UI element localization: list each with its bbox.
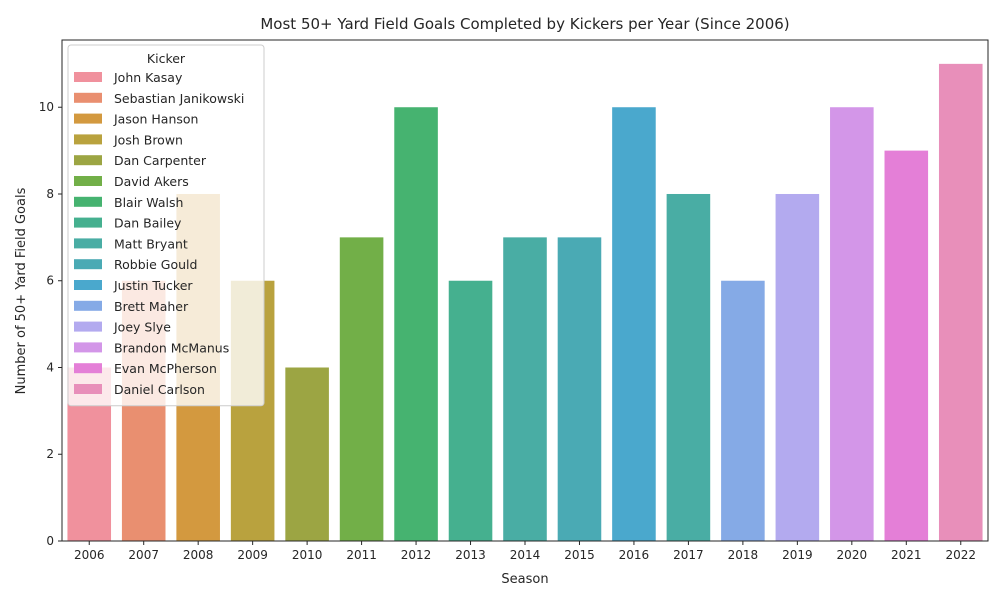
x-tick-label: 2017 [673, 548, 704, 562]
y-tick-label: 10 [39, 100, 54, 114]
x-tick-label: 2014 [510, 548, 541, 562]
legend-label: Evan McPherson [114, 361, 217, 376]
x-tick-label: 2012 [401, 548, 432, 562]
x-tick-label: 2008 [183, 548, 214, 562]
x-tick-label: 2016 [619, 548, 650, 562]
legend-swatch [74, 259, 102, 270]
axes-group: 2006 2007 2008 2009 2010 2011 2012 2013 2014 2015… [39, 39, 989, 562]
legend: Kicker John Kasay Sebastian Janikowski Jaso… [67, 44, 265, 407]
legend-label: Blair Walsh [114, 195, 183, 210]
y-tick-label: 6 [46, 274, 54, 288]
y-tick-label: 4 [46, 360, 54, 374]
legend-label: Dan Carpenter [114, 153, 207, 168]
legend-label: Brett Maher [114, 299, 189, 314]
bar-2013 [448, 280, 493, 541]
bar-2011 [339, 237, 384, 541]
legend-label: Robbie Gould [114, 257, 197, 272]
legend-swatch [74, 363, 102, 374]
y-tick-label: 8 [46, 187, 54, 201]
legend-swatch [74, 300, 102, 311]
x-tick-label: 2007 [128, 548, 159, 562]
bar-2019 [775, 193, 820, 542]
y-tick-label: 0 [46, 534, 54, 548]
bar-2014 [503, 237, 547, 541]
chart-title: Most 50+ Yard Field Goals Completed by K… [260, 15, 789, 33]
legend-swatch [74, 384, 102, 394]
x-tick-label: 2009 [237, 548, 268, 562]
legend-label: John Kasay [113, 70, 183, 85]
x-tick-label: 2019 [782, 548, 813, 562]
legend-swatch [74, 155, 102, 166]
legend-label: David Akers [114, 174, 189, 189]
x-axis-label: Season [501, 572, 548, 587]
legend-box [67, 44, 265, 407]
x-tick-label: 2006 [74, 548, 105, 562]
legend-label: Brandon McManus [114, 340, 229, 355]
bar-2022 [938, 63, 983, 541]
legend-swatch [74, 134, 102, 145]
bar-2021 [884, 150, 929, 541]
legend-swatch [74, 321, 102, 332]
legend-label: Daniel Carlson [114, 382, 205, 397]
y-tick-label: 2 [46, 447, 54, 461]
bar-2017 [666, 193, 711, 542]
legend-label: Josh Brown [113, 132, 183, 147]
x-tick-label: 2020 [837, 548, 868, 562]
x-tick-label: 2015 [564, 548, 595, 562]
x-tick-label: 2010 [292, 548, 323, 562]
bar-2010 [285, 367, 329, 541]
bar-2016 [612, 107, 656, 541]
legend-label: Matt Bryant [114, 236, 188, 251]
x-tick-label: 2022 [945, 548, 976, 562]
legend-swatch [74, 72, 102, 82]
legend-swatch [74, 92, 102, 103]
bar-2018 [721, 280, 765, 541]
bar-2015 [557, 237, 602, 541]
x-tick-label: 2013 [455, 548, 486, 562]
legend-swatch [74, 280, 102, 290]
legend-swatch [74, 176, 102, 186]
x-tick-label: 2011 [346, 548, 377, 562]
y-axis-label: Number of 50+ Yard Field Goals [14, 187, 29, 394]
bar-2012 [394, 107, 438, 541]
legend-label: Jason Hanson [113, 112, 198, 127]
legend-label: Justin Tucker [113, 278, 193, 293]
legend-swatch [74, 342, 102, 353]
legend-swatch [74, 217, 102, 228]
x-tick-label: 2018 [728, 548, 759, 562]
legend-label: Dan Bailey [114, 216, 182, 231]
legend-label: Sebastian Janikowski [114, 91, 244, 106]
legend-swatch [74, 113, 102, 124]
legend-swatch [74, 196, 102, 207]
legend-swatch [74, 238, 102, 249]
x-tick-label: 2021 [891, 548, 922, 562]
legend-title: Kicker [147, 51, 186, 66]
legend-label: Joey Slye [113, 320, 171, 335]
bar-2020 [830, 107, 874, 541]
